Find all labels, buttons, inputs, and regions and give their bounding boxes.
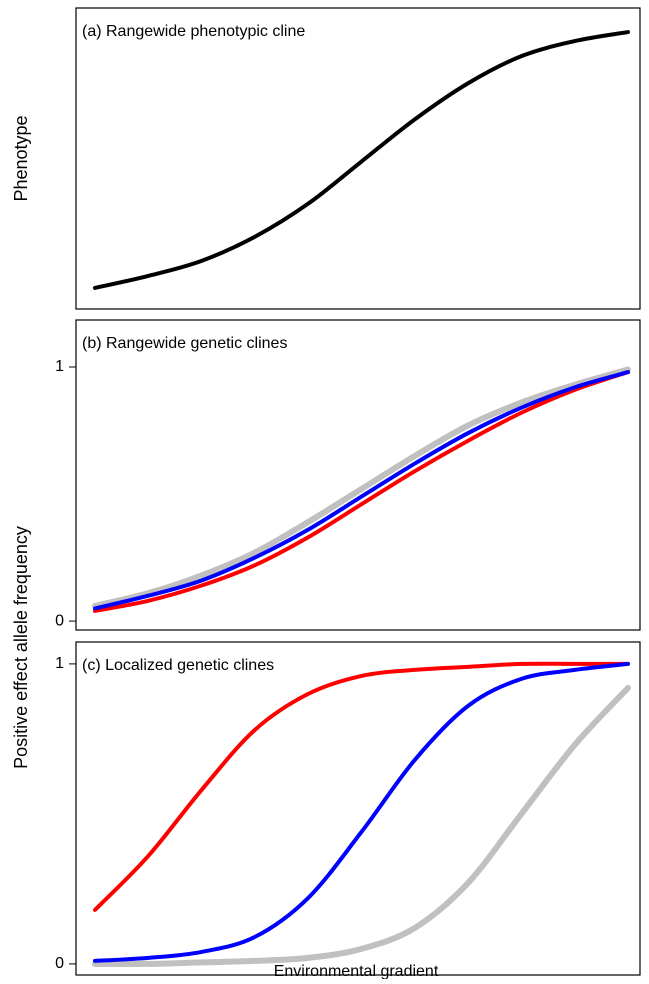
- panel-frame: [75, 7, 641, 310]
- line: [92, 366, 631, 609]
- line: [93, 661, 630, 912]
- y-tick-label: 0: [55, 612, 64, 629]
- line: [93, 661, 630, 963]
- y-tick-label: 1: [55, 655, 64, 672]
- panel-title: (c) Localized genetic clines: [82, 657, 274, 674]
- line: [93, 370, 630, 613]
- line: [92, 684, 631, 968]
- y-tick-label: 0: [55, 955, 64, 972]
- panel-title: (a) Rangewide phenotypic cline: [82, 23, 305, 40]
- y-axis-label: Positive effect allele frequency: [11, 526, 31, 769]
- y-tick-label: 1: [55, 358, 64, 375]
- line: [93, 30, 630, 290]
- panel-frame: [75, 641, 641, 976]
- x-axis-label: Environmental gradient: [274, 963, 439, 979]
- panel-title: (b) Rangewide genetic clines: [82, 335, 287, 352]
- y-axis-label: Phenotype: [11, 115, 31, 201]
- panel-frame: [75, 319, 641, 631]
- line: [93, 370, 630, 611]
